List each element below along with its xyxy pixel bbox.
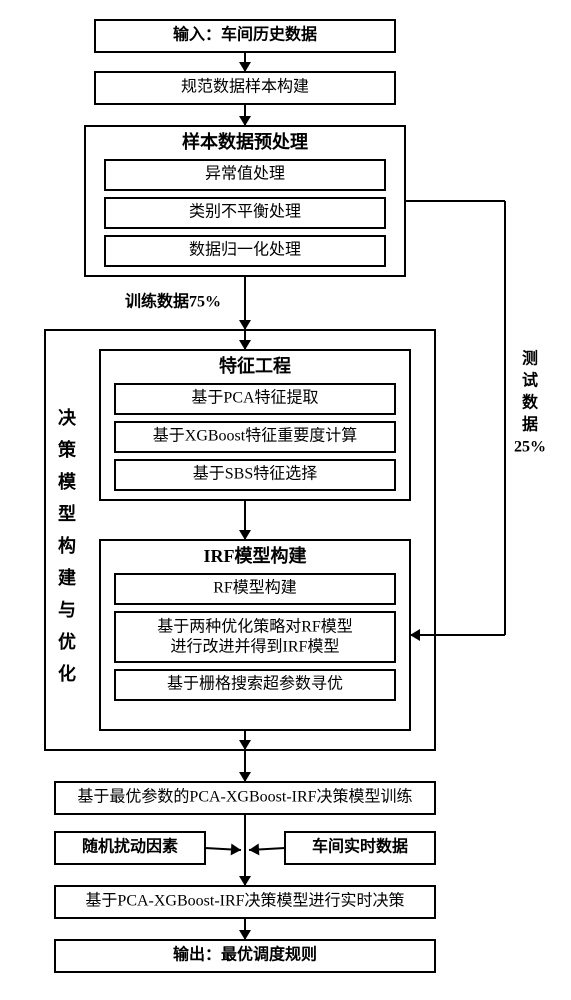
preproc-outlier-box [105,160,385,190]
svg-text:测: 测 [522,349,538,368]
feat-sbs-box [115,460,395,490]
preproc-normalize-box [105,236,385,266]
input-box [95,20,395,52]
train-box [55,782,435,814]
svg-text:25%: 25% [514,439,546,456]
disturbance-box [55,832,205,864]
realtime-data-box [285,832,435,864]
svg-text:据: 据 [522,415,538,434]
feat-xgboost-box [115,422,395,452]
svg-text:数: 数 [522,393,539,412]
irf-improve-box [115,612,395,662]
irf-rf-box [115,574,395,604]
output-box [55,940,435,972]
irf-gridsearch-box [115,670,395,700]
normalize-box [95,72,395,104]
realtime-decision-box [55,886,435,918]
preproc-imbalance-box [105,198,385,228]
svg-text:训练数据75%: 训练数据75% [125,292,221,311]
feat-pca-box [115,384,395,414]
svg-text:试: 试 [522,371,538,390]
